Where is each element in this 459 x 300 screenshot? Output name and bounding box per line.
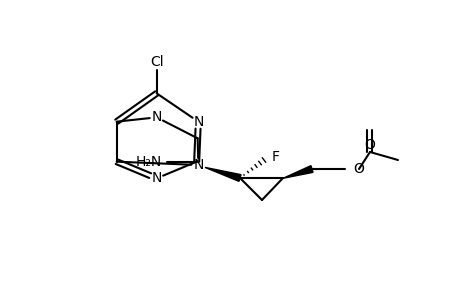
Text: O: O xyxy=(352,162,363,176)
Text: F: F xyxy=(271,150,280,164)
Text: O: O xyxy=(364,138,375,152)
Text: H₂N: H₂N xyxy=(135,155,161,169)
Polygon shape xyxy=(282,166,313,178)
Text: Cl: Cl xyxy=(150,55,163,69)
Text: N: N xyxy=(151,110,162,124)
Text: N: N xyxy=(151,171,162,185)
Text: N: N xyxy=(193,158,203,172)
Text: N: N xyxy=(193,115,203,129)
Polygon shape xyxy=(204,167,241,181)
